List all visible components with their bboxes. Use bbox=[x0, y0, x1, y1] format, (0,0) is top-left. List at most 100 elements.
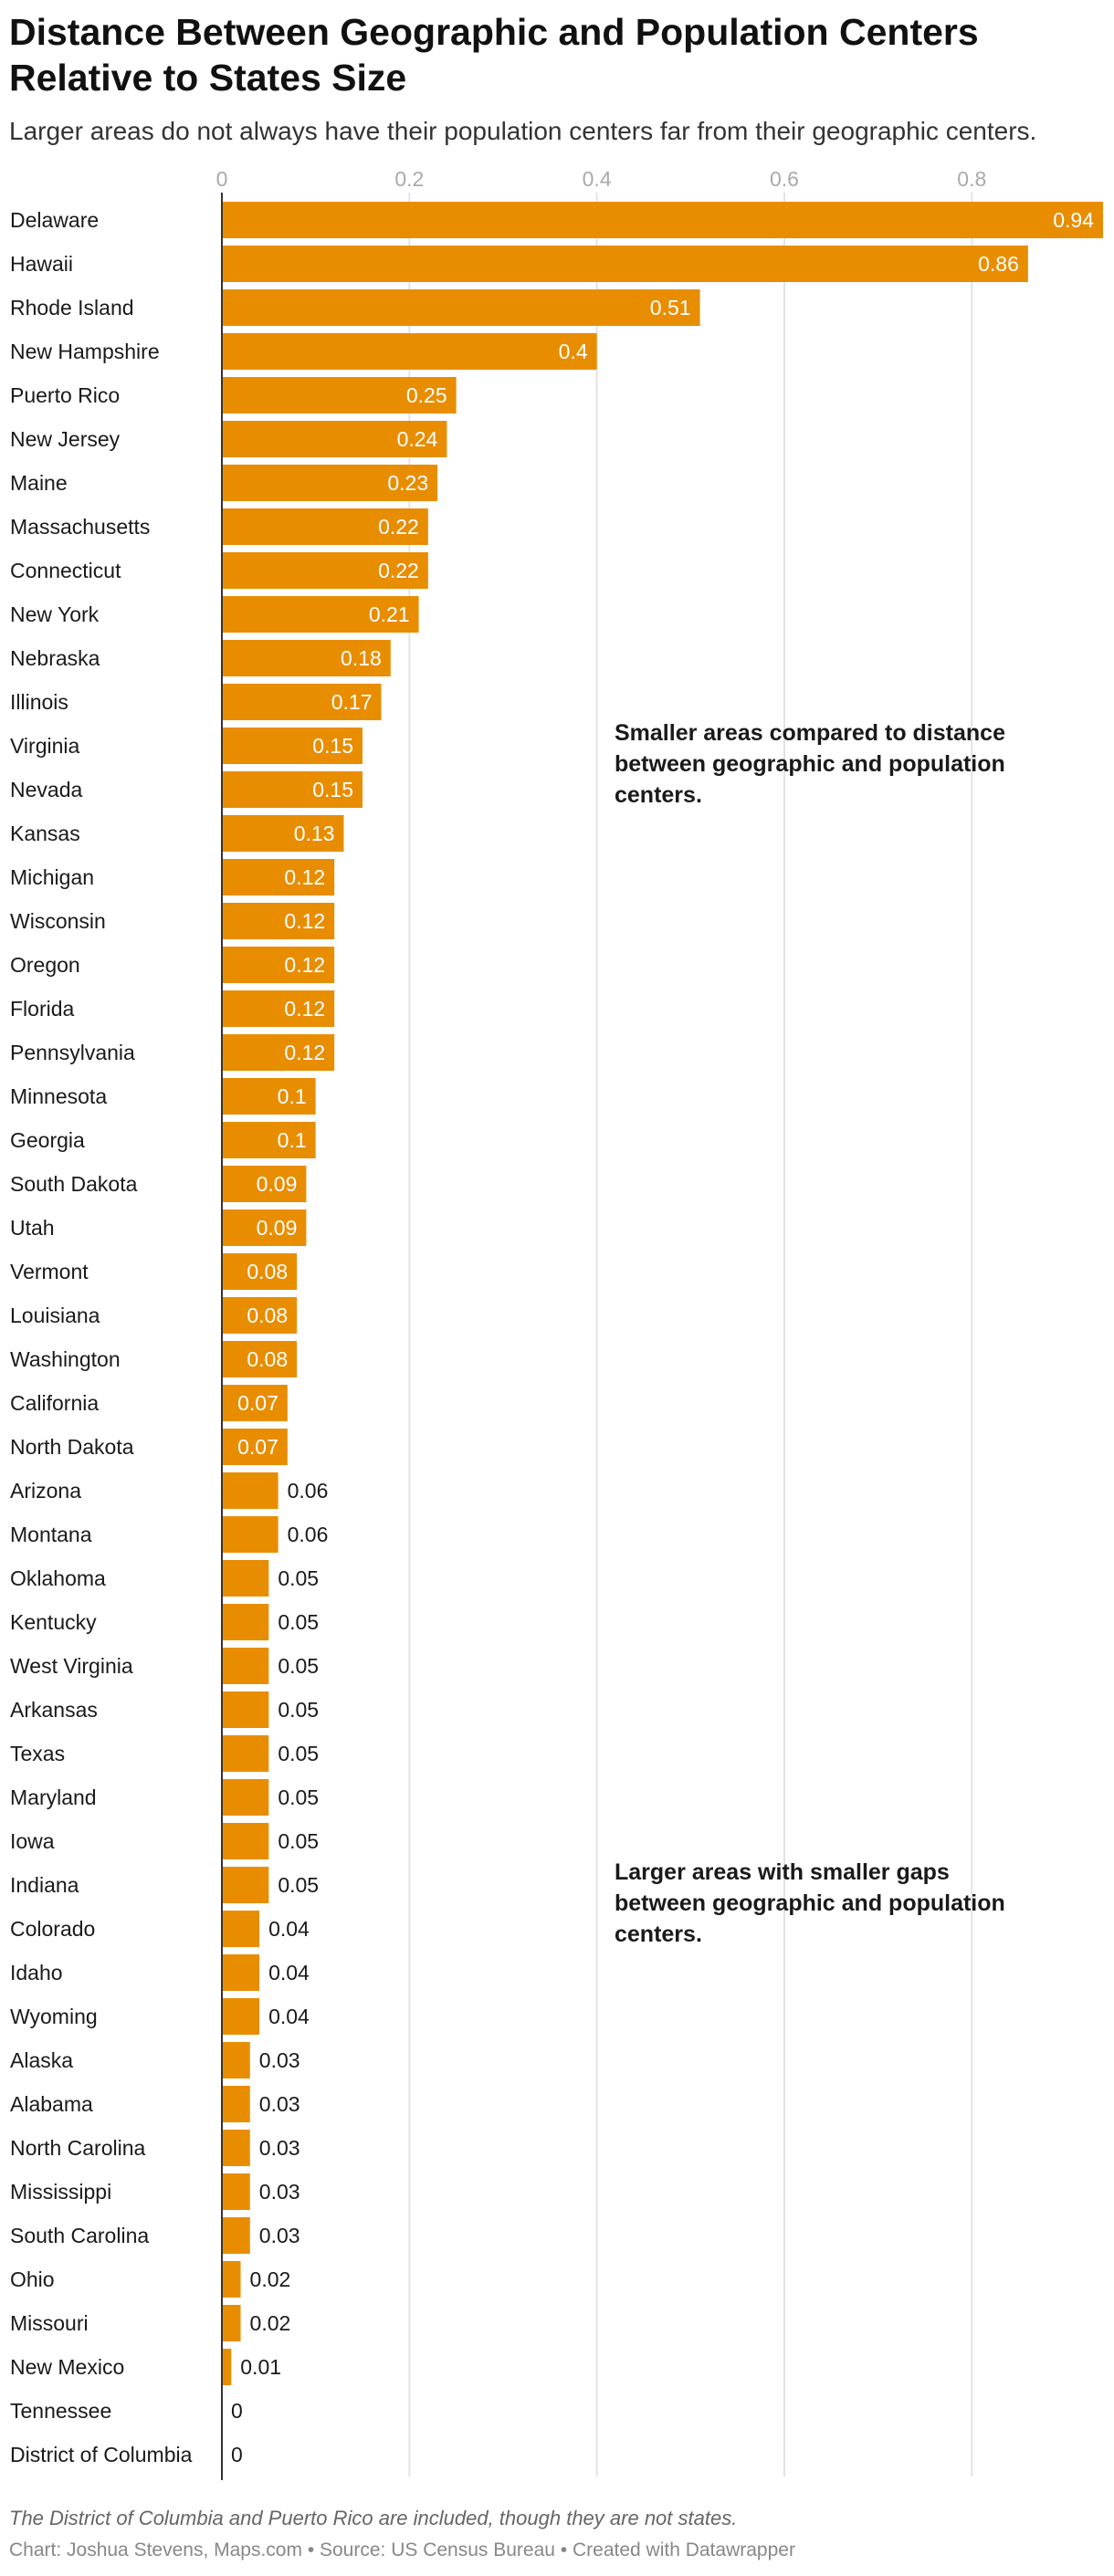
bar bbox=[222, 1122, 316, 1158]
bar bbox=[222, 684, 382, 720]
category-label: District of Columbia bbox=[10, 2443, 193, 2466]
value-label: 0.05 bbox=[278, 1610, 319, 1634]
value-label: 0.03 bbox=[259, 2224, 300, 2247]
bar bbox=[222, 333, 597, 370]
bar bbox=[222, 377, 457, 414]
bar bbox=[222, 903, 335, 939]
category-label: Missouri bbox=[10, 2311, 89, 2335]
chart-title: Distance Between Geographic and Populati… bbox=[9, 11, 979, 99]
annotation-line: Larger areas with smaller gaps bbox=[615, 1859, 950, 1885]
value-label: 0.15 bbox=[312, 778, 353, 801]
category-label: West Virginia bbox=[10, 1654, 133, 1678]
category-label: Nebraska bbox=[10, 646, 100, 670]
value-label: 0.04 bbox=[268, 2005, 310, 2028]
value-label: 0.94 bbox=[1053, 208, 1094, 232]
bar bbox=[222, 1253, 298, 1290]
bar bbox=[222, 947, 335, 983]
value-label: 0.03 bbox=[259, 2180, 300, 2204]
value-label: 0.09 bbox=[257, 1216, 298, 1240]
bar bbox=[222, 815, 344, 852]
bar bbox=[222, 2042, 250, 2079]
value-label: 0.05 bbox=[278, 1742, 319, 1765]
category-label: Florida bbox=[10, 997, 75, 1021]
value-label: 0.12 bbox=[284, 997, 325, 1021]
bar bbox=[222, 1954, 260, 1991]
annotation-line: centers. bbox=[615, 1922, 702, 1947]
value-label: 0.03 bbox=[259, 2136, 300, 2160]
value-label: 0.05 bbox=[278, 1654, 319, 1678]
category-label: New Jersey bbox=[10, 427, 121, 451]
value-label: 0.12 bbox=[284, 953, 325, 977]
bar bbox=[222, 1341, 298, 1377]
bar bbox=[222, 1385, 288, 1421]
value-label: 0.03 bbox=[259, 2092, 300, 2116]
category-label: Maryland bbox=[10, 1785, 97, 1809]
x-tick-label: 0.8 bbox=[957, 167, 986, 191]
bar bbox=[222, 1648, 269, 1684]
annotation-line: between geographic and population bbox=[615, 751, 1005, 777]
footnote: The District of Columbia and Puerto Rico… bbox=[9, 2507, 738, 2529]
bar bbox=[222, 2130, 250, 2166]
category-label: Alabama bbox=[10, 2092, 93, 2116]
annotation-line: Smaller areas compared to distance bbox=[615, 720, 1005, 746]
bar bbox=[222, 552, 428, 589]
category-label: North Carolina bbox=[10, 2136, 145, 2160]
category-label: Oklahoma bbox=[10, 1566, 106, 1590]
value-label: 0.1 bbox=[278, 1128, 307, 1152]
category-label: Wyoming bbox=[10, 2005, 98, 2028]
bar bbox=[222, 1297, 298, 1334]
category-label: Alaska bbox=[10, 2048, 73, 2072]
bar bbox=[222, 2261, 241, 2298]
value-label: 0.05 bbox=[278, 1829, 319, 1853]
category-label: Maine bbox=[10, 471, 68, 495]
value-label: 0.07 bbox=[237, 1435, 278, 1459]
value-label: 0.1 bbox=[278, 1084, 307, 1108]
category-label: Oregon bbox=[10, 953, 80, 977]
category-label: Arizona bbox=[10, 1479, 81, 1503]
value-label: 0.02 bbox=[250, 2311, 291, 2335]
category-label: Iowa bbox=[10, 1829, 55, 1853]
category-label: Massachusetts bbox=[10, 515, 150, 539]
value-label: 0.04 bbox=[268, 1961, 310, 1984]
value-label: 0 bbox=[231, 2443, 243, 2466]
bar bbox=[222, 859, 335, 895]
value-label: 0.09 bbox=[257, 1172, 298, 1196]
category-label: New York bbox=[10, 602, 100, 626]
bar bbox=[222, 990, 335, 1027]
bar bbox=[222, 421, 447, 457]
value-label: 0.13 bbox=[294, 822, 335, 845]
category-label: Vermont bbox=[10, 1260, 89, 1283]
bar bbox=[222, 202, 1103, 238]
bar bbox=[222, 1078, 316, 1115]
bar bbox=[222, 640, 391, 676]
bar bbox=[222, 1998, 260, 2035]
bar bbox=[222, 289, 700, 326]
value-label: 0.22 bbox=[378, 559, 419, 582]
value-label: 0.05 bbox=[278, 1873, 319, 1897]
value-label: 0.15 bbox=[312, 734, 353, 758]
value-label: 0.21 bbox=[369, 602, 410, 626]
category-label: Kansas bbox=[10, 822, 80, 845]
bar bbox=[222, 1691, 269, 1728]
value-label: 0.18 bbox=[341, 646, 382, 670]
bar bbox=[222, 1779, 269, 1816]
value-label: 0.12 bbox=[284, 865, 325, 889]
category-label: Michigan bbox=[10, 865, 94, 889]
category-label: Tennessee bbox=[10, 2399, 111, 2423]
value-label: 0.25 bbox=[406, 383, 447, 407]
bar bbox=[222, 2217, 250, 2254]
bar bbox=[222, 1034, 335, 1071]
value-label: 0.12 bbox=[284, 1041, 325, 1064]
value-label: 0.24 bbox=[397, 427, 438, 451]
bar bbox=[222, 1604, 269, 1640]
value-label: 0.03 bbox=[259, 2048, 300, 2072]
category-label: Louisiana bbox=[10, 1304, 100, 1327]
category-label: California bbox=[10, 1391, 99, 1415]
value-label: 0.22 bbox=[378, 515, 419, 539]
category-label: Puerto Rico bbox=[10, 383, 120, 407]
value-label: 0 bbox=[231, 2399, 243, 2423]
category-label: Pennsylvania bbox=[10, 1041, 135, 1064]
chart-subtitle: Larger areas do not always have their po… bbox=[9, 117, 1037, 145]
x-tick-label: 0.2 bbox=[394, 167, 424, 191]
bar bbox=[222, 1867, 269, 1903]
